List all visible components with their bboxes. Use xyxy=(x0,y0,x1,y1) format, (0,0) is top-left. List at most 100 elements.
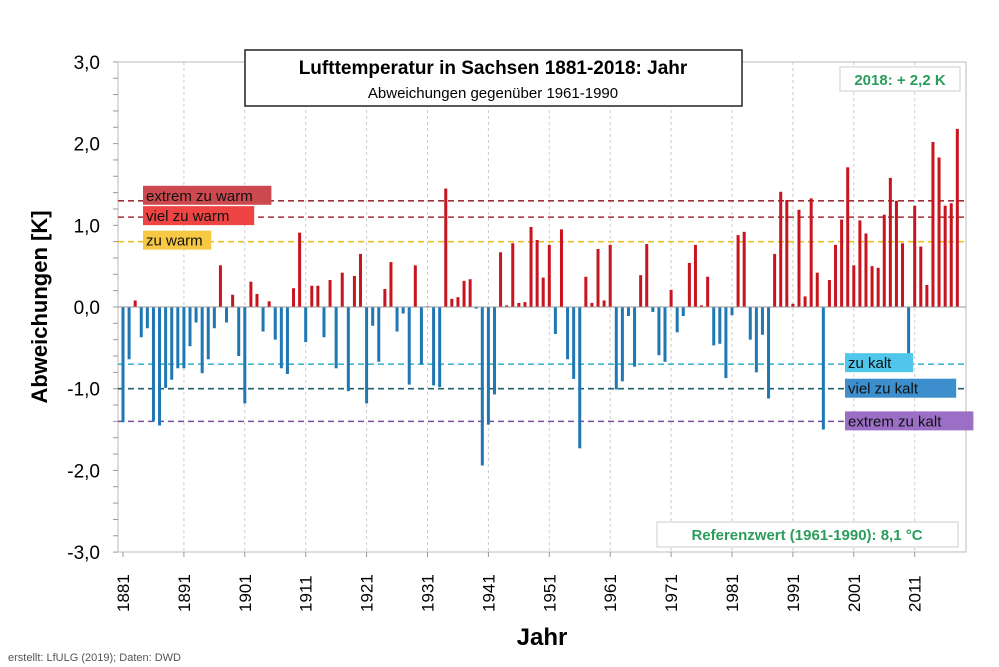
bar-1973 xyxy=(681,307,685,316)
bar-1908 xyxy=(285,307,289,374)
bar-2014 xyxy=(931,141,935,307)
bar-1932 xyxy=(432,307,436,386)
y-tick-label: -2,0 xyxy=(67,461,100,482)
bar-1919 xyxy=(352,275,356,307)
bar-1970 xyxy=(663,307,667,362)
bar-1953 xyxy=(559,229,563,307)
bar-1926 xyxy=(395,307,399,332)
bar-1930 xyxy=(419,307,423,365)
bar-2009 xyxy=(901,243,905,307)
bar-1985 xyxy=(754,307,758,373)
threshold-label-bg xyxy=(845,353,914,373)
bar-1945 xyxy=(511,243,515,307)
bar-1977 xyxy=(706,276,710,307)
bar-2000 xyxy=(846,167,850,307)
chart-title: Lufttemperatur in Sachsen 1881-2018: Jah… xyxy=(299,58,688,79)
bars xyxy=(121,128,959,466)
latest-annotation: 2018: + 2,2 K xyxy=(839,66,961,92)
bar-1889 xyxy=(170,307,174,380)
x-tick-label: 1901 xyxy=(236,574,255,612)
x-tick-label: 1951 xyxy=(540,574,559,612)
bar-1957 xyxy=(584,276,588,307)
bar-1987 xyxy=(767,307,771,399)
bar-1893 xyxy=(194,307,198,323)
bar-1885 xyxy=(145,307,149,329)
bar-1905 xyxy=(267,301,271,307)
x-tick-label: 1931 xyxy=(419,574,438,612)
bar-1996 xyxy=(821,307,825,430)
x-tick-label: 2011 xyxy=(906,575,925,612)
y-tick-label: -3,0 xyxy=(67,543,100,564)
source-credit: erstellt: LfULG (2019); Daten: DWD xyxy=(8,652,182,664)
reference-annotation: Referenzwert (1961-1990): 8,1 °C xyxy=(656,521,959,548)
bar-2011 xyxy=(913,205,917,307)
bar-1914 xyxy=(322,307,326,338)
bar-1913 xyxy=(316,285,320,307)
bar-1921 xyxy=(365,307,369,404)
threshold-label-bg xyxy=(845,411,974,431)
bar-1904 xyxy=(261,307,265,332)
bar-1910 xyxy=(298,232,302,307)
x-tick-label: 1981 xyxy=(723,574,742,612)
bar-1891 xyxy=(182,307,186,369)
bar-2018 xyxy=(955,128,959,307)
x-tick-label: 1891 xyxy=(175,574,194,612)
bar-1884 xyxy=(139,307,143,338)
title-box: Lufttemperatur in Sachsen 1881-2018: Jah… xyxy=(244,49,743,107)
bar-1886 xyxy=(151,307,155,422)
bar-1967 xyxy=(645,244,649,307)
bar-2013 xyxy=(925,284,929,307)
x-tick-label: 1961 xyxy=(601,574,620,612)
bar-1938 xyxy=(468,279,472,307)
x-tick-label: 1971 xyxy=(662,574,681,612)
bar-2010 xyxy=(907,307,911,360)
bar-1929 xyxy=(413,265,417,307)
bar-1968 xyxy=(651,307,655,312)
bar-1949 xyxy=(535,240,539,307)
bar-1925 xyxy=(389,262,393,307)
bar-2015 xyxy=(937,157,941,307)
bar-1896 xyxy=(212,307,216,329)
bar-1978 xyxy=(712,307,716,346)
threshold-lines xyxy=(118,199,966,423)
threshold-label: extrem zu warm xyxy=(146,188,253,205)
threshold-label: zu warm xyxy=(146,233,203,250)
bar-1998 xyxy=(834,244,838,307)
threshold-label-bg xyxy=(143,230,212,250)
bar-1988 xyxy=(773,253,777,307)
bar-1918 xyxy=(346,307,350,392)
bar-1959 xyxy=(596,248,600,307)
x-tick-label: 1881 xyxy=(114,574,133,612)
threshold-label: viel zu kalt xyxy=(848,381,919,398)
bar-1969 xyxy=(657,307,661,356)
bar-2005 xyxy=(876,267,880,307)
bar-1950 xyxy=(541,277,545,307)
bar-1881 xyxy=(121,307,125,423)
bar-1965 xyxy=(633,307,637,367)
latest-value-text: 2018: + 2,2 K xyxy=(854,72,945,89)
bar-1943 xyxy=(499,252,503,307)
bar-1898 xyxy=(225,307,229,323)
threshold-label-bg xyxy=(143,206,255,226)
bar-1960 xyxy=(602,300,606,307)
bar-1980 xyxy=(724,307,728,379)
bar-1902 xyxy=(249,281,253,307)
bar-1940 xyxy=(480,307,484,466)
bar-1989 xyxy=(779,191,783,307)
bar-1951 xyxy=(547,244,551,307)
bar-1982 xyxy=(736,235,740,307)
bar-1894 xyxy=(200,307,204,374)
bar-1961 xyxy=(608,244,612,307)
bar-1983 xyxy=(742,231,746,307)
y-tick-label: 2,0 xyxy=(74,135,100,156)
bar-1920 xyxy=(359,253,363,307)
y-tick-label: 0,0 xyxy=(74,298,100,319)
bar-1909 xyxy=(292,288,296,307)
bar-2002 xyxy=(858,220,862,307)
y-tick-label: 1,0 xyxy=(74,216,100,237)
bar-1974 xyxy=(687,262,691,307)
bar-1928 xyxy=(407,307,411,385)
bar-1994 xyxy=(809,198,813,307)
bar-1883 xyxy=(133,300,137,307)
x-tick-label: 1941 xyxy=(479,574,498,612)
